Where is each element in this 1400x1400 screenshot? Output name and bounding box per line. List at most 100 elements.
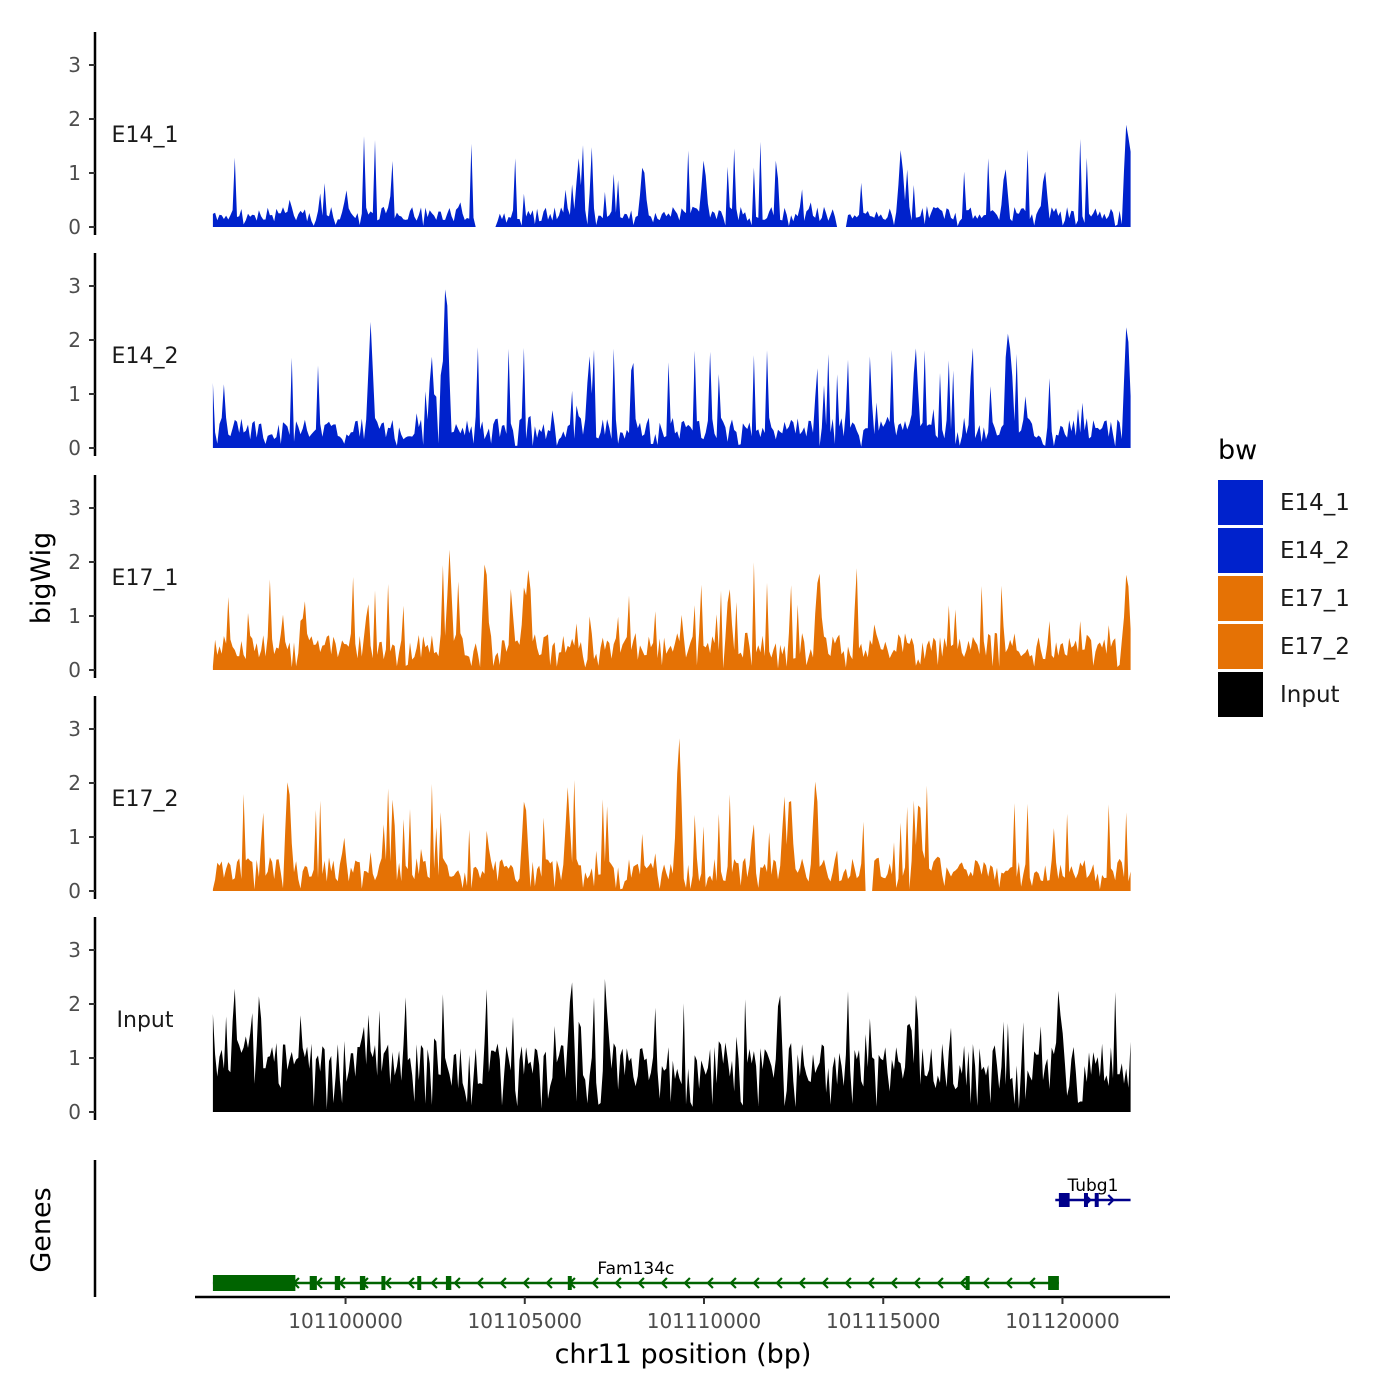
strand-arrow [499,1277,507,1289]
y-tick-label: 2 [68,992,81,1016]
strand-arrow [821,1277,829,1289]
legend-swatch [1218,672,1263,717]
strand-arrow [775,1277,783,1289]
strand-arrow [591,1277,599,1289]
strand-arrow [545,1277,553,1289]
y-tick-label: 0 [68,879,81,903]
strand-arrow [982,1277,990,1289]
y-tick-label: 2 [68,328,81,352]
exon [212,1275,296,1291]
track-e17-1: 0 1 2 3 E17_1 [68,475,1131,682]
y-tick-label: 2 [68,550,81,574]
strand-arrow [959,1277,967,1289]
exon [1048,1276,1059,1290]
gene-tubg1: Tubg1 [1055,1176,1131,1207]
signal-area-input [212,978,1131,1112]
y-tick-label: 1 [68,1046,81,1070]
y-tick-label: 0 [68,658,81,682]
strand-arrow [683,1277,691,1289]
x-axis: 101100000 101105000 101110000 101115000 1011… [195,1295,1170,1333]
strand-arrow [867,1277,875,1289]
track-e17-2: 0 1 2 3 E17_2 [68,696,1131,903]
exon [567,1276,572,1290]
exon [309,1276,317,1290]
exon [1083,1193,1088,1207]
x-tick-label: 101105000 [468,1309,583,1333]
strand-arrow [430,1277,438,1289]
strand-arrow [936,1277,944,1289]
strand-arrow [660,1277,668,1289]
strand-arrow [1107,1194,1115,1206]
x-tick-label: 101115000 [826,1309,941,1333]
strand-arrow [1005,1277,1013,1289]
genes-track: Fam134c Tubg1 [93,1160,1131,1297]
strand-arrow [1028,1277,1036,1289]
y-tick-label: 0 [68,436,81,460]
y-tick-label: 1 [68,604,81,628]
x-axis-title: chr11 position (bp) [555,1339,812,1370]
exon [1058,1193,1070,1207]
legend-swatch [1218,576,1263,621]
signal-area-e17-1 [212,549,1131,670]
y-tick-label: 3 [68,274,81,298]
legend-label: E14_2 [1280,538,1350,564]
exon [445,1276,452,1290]
y-tick-label: 3 [68,53,81,77]
gene-label: Fam134c [597,1259,674,1279]
signal-area-e14-2 [212,289,1131,448]
exon [1094,1193,1099,1207]
y-tick-label: 3 [68,717,81,741]
strand-arrow [315,1277,323,1289]
strand-arrow [706,1277,714,1289]
strand-arrow [476,1277,484,1289]
y-tick-label: 3 [68,938,81,962]
y-tick-label: 0 [68,1100,81,1124]
track-label: E17_2 [112,787,179,812]
legend-swatch [1218,624,1263,669]
legend-swatch [1218,528,1263,573]
strand-arrow [453,1277,461,1289]
legend-swatch [1218,480,1263,525]
y-tick-label: 0 [68,215,81,239]
y-tick-label: 1 [68,825,81,849]
signal-area-e14-1 [212,124,1131,227]
legend-title: bw [1218,435,1257,466]
exon [965,1276,970,1290]
x-tick-label: 101110000 [647,1309,762,1333]
y-axis-title: bigWig [26,532,57,625]
track-label: Input [117,1008,174,1033]
exon [381,1276,386,1290]
legend-label: E17_1 [1280,586,1350,612]
tracks-group: 0 1 2 3 E14_1 0 1 2 3 E14_2 0 1 2 3 E17_1 0 1 2 3 E17_2 0 1 2 3… [68,32,1131,1124]
legend-label: Input [1280,682,1340,708]
legend-label: E14_1 [1280,490,1350,516]
strand-arrow [752,1277,760,1289]
track-e14-1: 0 1 2 3 E14_1 [68,32,1131,239]
track-input: 0 1 2 3 Input [68,917,1131,1124]
strand-arrow [729,1277,737,1289]
legend-label: E17_2 [1280,634,1350,660]
y-tick-label: 1 [68,161,81,185]
y-tick-label: 2 [68,107,81,131]
genes-axis-title: Genes [26,1187,57,1272]
track-label: E17_1 [112,566,179,591]
gene-fam134c: Fam134c [212,1259,1059,1291]
y-tick-label: 2 [68,771,81,795]
strand-arrow [890,1277,898,1289]
x-tick-label: 101120000 [1005,1309,1120,1333]
strand-arrow [913,1277,921,1289]
y-tick-label: 1 [68,382,81,406]
exon [417,1276,422,1290]
signal-area-e17-2 [212,738,1131,891]
track-label: E14_2 [112,344,179,369]
exon [334,1276,341,1290]
strand-arrow [614,1277,622,1289]
gene-label: Tubg1 [1066,1176,1118,1196]
x-tick-label: 101100000 [288,1309,403,1333]
track-label: E14_1 [112,123,179,148]
strand-arrow [407,1277,415,1289]
legend: bw E14_1 E14_2 E17_1 E17_2 Input [1218,435,1350,717]
strand-arrow [798,1277,806,1289]
strand-arrow [844,1277,852,1289]
